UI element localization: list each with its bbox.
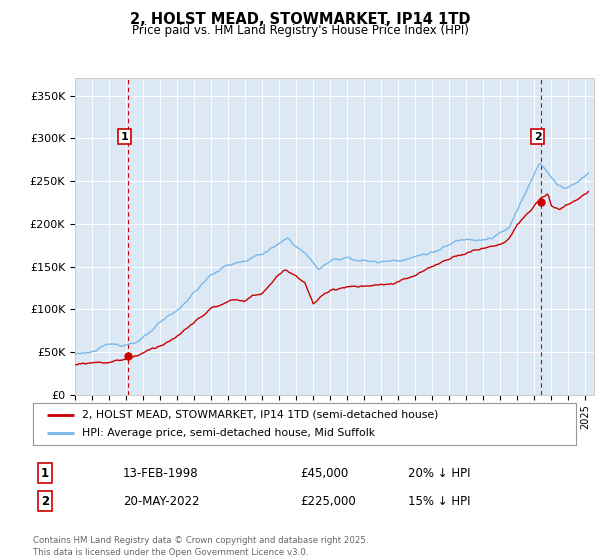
- Text: Contains HM Land Registry data © Crown copyright and database right 2025.
This d: Contains HM Land Registry data © Crown c…: [33, 536, 368, 557]
- Text: 2, HOLST MEAD, STOWMARKET, IP14 1TD (semi-detached house): 2, HOLST MEAD, STOWMARKET, IP14 1TD (sem…: [82, 410, 438, 420]
- Text: 13-FEB-1998: 13-FEB-1998: [123, 466, 199, 480]
- Text: 1: 1: [121, 132, 128, 142]
- Text: £225,000: £225,000: [300, 494, 356, 508]
- Text: HPI: Average price, semi-detached house, Mid Suffolk: HPI: Average price, semi-detached house,…: [82, 428, 375, 438]
- Text: 20-MAY-2022: 20-MAY-2022: [123, 494, 199, 508]
- Text: £45,000: £45,000: [300, 466, 348, 480]
- Text: 1: 1: [41, 466, 49, 480]
- Text: 2: 2: [41, 494, 49, 508]
- Text: 2: 2: [533, 132, 541, 142]
- Text: Price paid vs. HM Land Registry's House Price Index (HPI): Price paid vs. HM Land Registry's House …: [131, 24, 469, 36]
- Text: 15% ↓ HPI: 15% ↓ HPI: [408, 494, 470, 508]
- Text: 20% ↓ HPI: 20% ↓ HPI: [408, 466, 470, 480]
- Text: 2, HOLST MEAD, STOWMARKET, IP14 1TD: 2, HOLST MEAD, STOWMARKET, IP14 1TD: [130, 12, 470, 27]
